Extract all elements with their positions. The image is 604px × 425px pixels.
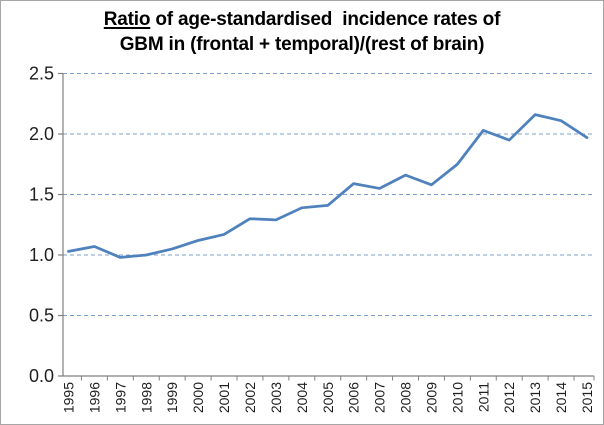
y-axis-label: 2.5 [29,64,54,84]
x-axis-label: 1997 [112,382,128,413]
x-axis-label: 2012 [501,382,517,413]
chart-title: Ratio of age-standardised incidence rate… [1,7,603,57]
x-axis-label: 2007 [372,382,388,413]
chart-title-line2: GBM in (frontal + temporal)/(rest of bra… [119,34,485,55]
x-axis-label: 2001 [216,382,232,413]
x-axis-label: 1996 [86,382,102,413]
x-axis-label: 2003 [268,382,284,413]
x-axis-label: 2005 [320,382,336,413]
x-axis-label: 2004 [294,382,310,413]
x-axis-label: 2009 [423,382,439,413]
x-axis-label: 2002 [242,382,258,413]
x-axis-label: 2010 [449,382,465,413]
x-axis-label: 1999 [164,382,180,413]
y-axis-label: 1.0 [29,245,54,265]
x-axis-label: 2006 [346,382,362,413]
x-axis-label: 2014 [553,382,569,413]
chart-title-underlined-word: Ratio [103,9,151,30]
y-axis-label: 0.5 [29,306,54,326]
x-axis-label: 2000 [190,382,206,413]
x-axis-label: 1995 [61,382,77,413]
x-axis-label: 1998 [138,382,154,413]
x-axis-label: 2015 [579,382,595,413]
y-axis-label: 2.0 [29,124,54,144]
series-line-ratio [67,113,589,259]
chart-title-line1-rest: of age-standardised incidence rates of [150,9,501,30]
y-axis-label: 1.5 [29,185,54,205]
y-axis-label: 0.0 [29,366,54,386]
x-axis-label: 2013 [527,382,543,413]
x-axis-label: 2008 [398,382,414,413]
x-axis-label: 2011 [475,382,491,412]
